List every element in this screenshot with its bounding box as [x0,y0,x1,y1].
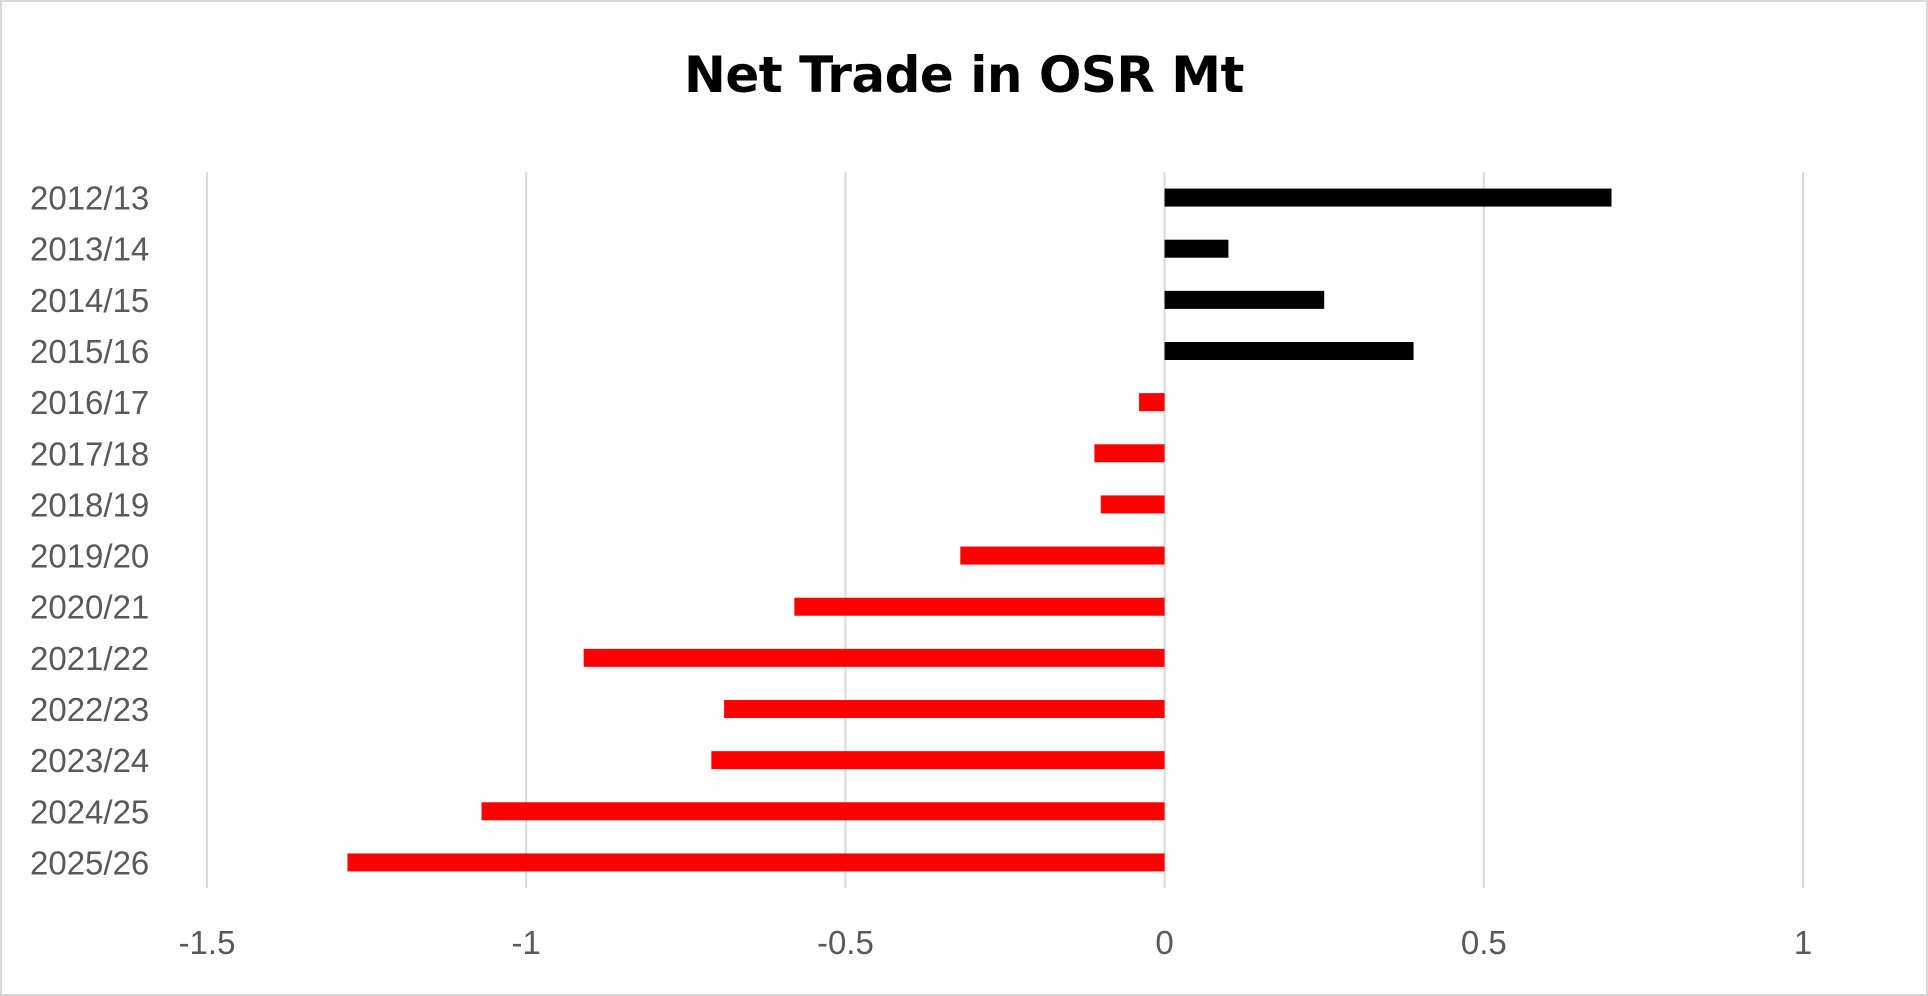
bar-2024-25 [481,802,1165,821]
category-label: 2014/15 [30,282,149,319]
bar-2013-14 [1164,239,1229,258]
category-labels: 2012/13 2013/14 2014/15 2015/16 2016/17 2017/… [30,180,149,882]
bar-2017-18 [1094,444,1165,463]
x-tick-label: -1.5 [179,924,236,961]
category-label: 2018/19 [30,486,149,523]
gridlines [206,172,1804,888]
category-label: 2019/20 [30,538,149,575]
x-tick-label: 0 [1155,924,1173,961]
category-label: 2020/21 [30,589,149,626]
x-tick-label: -1 [512,924,541,961]
category-label: 2024/25 [30,793,149,830]
bar-2022-23 [724,700,1165,718]
bar-2015-16 [1164,342,1414,360]
x-tick-label: 0.5 [1461,924,1507,961]
bar-2012-13 [1164,188,1612,207]
x-tick-label: 1 [1794,924,1812,961]
category-label: 2025/26 [30,844,149,881]
x-tick-label: -0.5 [817,924,874,961]
bar-2021-22 [583,648,1165,667]
x-tick-labels: -1.5 -1 -0.5 0 0.5 1 [179,924,1813,961]
chart-title: Net Trade in OSR Mt [684,46,1244,104]
category-label: 2015/16 [30,333,149,370]
category-label: 2023/24 [30,742,149,779]
category-label: 2012/13 [30,180,149,217]
category-label: 2013/14 [30,231,149,268]
bar-2016-17 [1139,393,1165,412]
bars [347,188,1612,872]
category-label: 2017/18 [30,435,149,472]
category-label: 2022/23 [30,691,149,728]
bar-2019-20 [960,546,1165,565]
bar-2023-24 [711,751,1165,770]
bar-2020-21 [794,597,1165,616]
category-label: 2021/22 [30,640,149,677]
bar-2025-26 [347,853,1165,872]
bar-2018-19 [1100,495,1165,514]
category-label: 2016/17 [30,384,149,421]
bar-2014-15 [1164,290,1325,309]
